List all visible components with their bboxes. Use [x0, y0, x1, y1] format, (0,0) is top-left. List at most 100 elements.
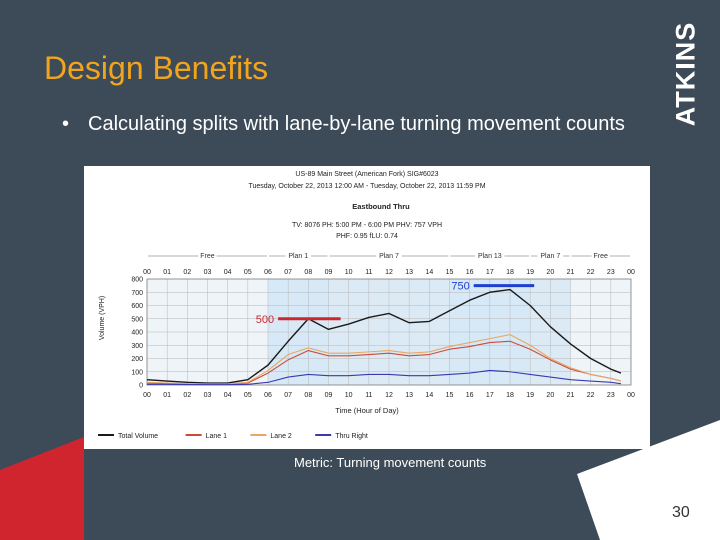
x-tick-label-top: 10: [345, 269, 353, 276]
x-tick-label: 15: [446, 392, 454, 399]
x-tick-label-top: 15: [446, 269, 454, 276]
x-tick-label-top: 02: [183, 269, 191, 276]
red-accent-shape: [0, 437, 84, 540]
y-axis-label: Volume (VPH): [99, 296, 106, 340]
plan-label: Plan 7: [379, 253, 399, 260]
x-tick-label: 04: [224, 392, 232, 399]
x-tick-label-top: 18: [506, 269, 514, 276]
x-tick-label: 06: [264, 392, 272, 399]
bullet-marker: •: [62, 113, 70, 135]
x-tick-label-top: 11: [365, 269, 372, 276]
x-tick-label: 00: [627, 392, 635, 399]
chart-panel: US-89 Main Street (American Fork) SIG#60…: [84, 166, 650, 449]
x-tick-label-top: 01: [163, 269, 171, 276]
x-tick-label-top: 04: [224, 269, 232, 276]
plan-label: Free: [200, 253, 215, 260]
legend-label: Total Volume: [118, 433, 158, 440]
y-tick-label: 100: [131, 369, 143, 376]
x-tick-label-top: 07: [284, 269, 292, 276]
y-tick-label: 400: [131, 330, 143, 337]
x-tick-label: 03: [204, 392, 212, 399]
x-tick-label: 02: [183, 392, 191, 399]
legend-label: Thru Right: [335, 433, 368, 440]
x-tick-label-top: 09: [325, 269, 333, 276]
x-tick-label-top: 23: [607, 269, 615, 276]
x-tick-label-top: 20: [546, 269, 554, 276]
plan-label-bg: [537, 251, 564, 260]
x-tick-label: 17: [486, 392, 494, 399]
x-tick-label-top: 14: [425, 269, 433, 276]
bullet-text: Calculating splits with lane-by-lane tur…: [88, 113, 625, 135]
y-tick-label: 700: [131, 290, 143, 297]
plan-label-bg: [376, 251, 402, 260]
chart-title: US-89 Main Street (American Fork) SIG#60…: [295, 171, 438, 178]
x-tick-label: 05: [244, 392, 252, 399]
series-line: [146, 288, 622, 384]
y-tick-label: 500: [131, 316, 143, 323]
x-tick-label: 00: [143, 392, 151, 399]
y-tick-label: 0: [139, 383, 143, 390]
x-tick-label: 16: [466, 392, 474, 399]
bullet-item: • Calculating splits with lane-by-lane t…: [62, 110, 662, 139]
x-tick-label-top: 17: [486, 269, 494, 276]
x-tick-label: 09: [325, 392, 333, 399]
white-corner-shape: [577, 420, 720, 540]
x-tick-label-top: 19: [526, 269, 534, 276]
atkins-logo: ATKINS: [670, 21, 701, 127]
legend-label: Lane 1: [206, 433, 228, 440]
plan-label-bg: [285, 251, 312, 260]
x-tick-label-top: 08: [304, 269, 312, 276]
x-tick-label: 14: [425, 392, 433, 399]
x-tick-label-top: 16: [466, 269, 474, 276]
x-tick-label-top: 06: [264, 269, 272, 276]
chart-stats-line2: PHF: 0.95 fLU: 0.74: [336, 233, 398, 240]
annotation-label: 500: [256, 314, 274, 326]
x-tick-label: 21: [567, 392, 575, 399]
chart-caption: Metric: Turning movement counts: [294, 455, 487, 470]
x-tick-label: 20: [546, 392, 554, 399]
plan-label-bg: [198, 251, 217, 260]
x-tick-label: 22: [587, 392, 595, 399]
legend-label: Lane 2: [270, 433, 292, 440]
x-tick-label: 12: [385, 392, 393, 399]
x-tick-label-top: 22: [587, 269, 595, 276]
x-tick-label: 08: [304, 392, 312, 399]
x-tick-label: 10: [345, 392, 353, 399]
series-line: [146, 334, 622, 385]
page-number: 30: [672, 504, 690, 521]
x-tick-label: 18: [506, 392, 514, 399]
x-tick-label: 01: [163, 392, 171, 399]
series-line: [147, 369, 621, 386]
y-tick-label: 200: [131, 356, 143, 363]
x-tick-label-top: 00: [627, 269, 635, 276]
logo-text: ATKINS: [670, 21, 701, 127]
x-tick-label: 19: [526, 392, 534, 399]
y-tick-label: 300: [131, 343, 143, 350]
plan-label: Plan 1: [288, 253, 308, 260]
plan-label-bg: [591, 251, 610, 260]
annotation-label: 750: [451, 281, 469, 293]
x-tick-label: 07: [284, 392, 292, 399]
volume-chart: US-89 Main Street (American Fork) SIG#60…: [98, 171, 635, 440]
x-tick-label-top: 12: [385, 269, 393, 276]
x-tick-label: 11: [365, 392, 372, 399]
plan-label: Free: [594, 253, 609, 260]
slide-title: Design Benefits: [44, 50, 269, 86]
plan-label: Plan 13: [478, 253, 502, 260]
x-tick-label: 23: [607, 392, 615, 399]
y-tick-label: 600: [131, 303, 143, 310]
plan-label-bg: [475, 251, 505, 260]
x-tick-label-top: 03: [204, 269, 212, 276]
x-tick-label-top: 00: [143, 269, 151, 276]
plan-label: Plan 7: [540, 253, 560, 260]
chart-heading: Eastbound Thru: [352, 202, 410, 211]
x-axis-label: Time (Hour of Day): [335, 406, 399, 415]
plot-frame: [146, 278, 632, 386]
chart-subtitle: Tuesday, October 22, 2013 12:00 AM - Tue…: [248, 183, 485, 190]
y-tick-label: 800: [131, 277, 143, 284]
chart-stats-line1: TV: 8076 PH: 5:00 PM - 6:00 PM PHV: 757 …: [292, 222, 442, 229]
x-tick-label-top: 13: [405, 269, 413, 276]
x-tick-label-top: 21: [567, 269, 575, 276]
x-tick-label-top: 05: [244, 269, 252, 276]
x-tick-label: 13: [405, 392, 413, 399]
